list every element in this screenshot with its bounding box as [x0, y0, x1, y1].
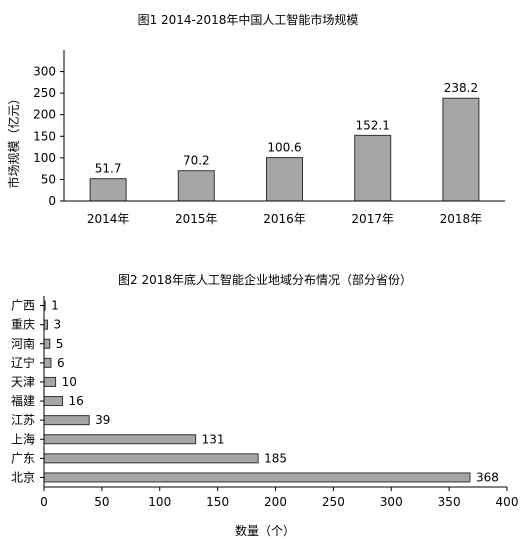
chart1-bar: [354, 134, 392, 202]
chart2-category-label: 广东: [11, 451, 35, 465]
chart2-category-label: 江苏: [11, 413, 35, 427]
chart2-value-label: 16: [69, 394, 84, 408]
chart2-category-label: 辽宁: [11, 355, 35, 370]
chart2-category-label: 广西: [11, 299, 35, 313]
chart1-bar: [89, 178, 127, 202]
chart1-title: 图1 2014-2018年中国人工智能市场规模: [138, 12, 359, 27]
chart1-y-tick-label: 200: [33, 108, 56, 122]
chart2-x-tick-label: 400: [496, 495, 519, 509]
chart1-x-tick-label: 2014年: [87, 212, 130, 226]
chart2-value-label: 185: [264, 451, 287, 465]
chart1-y-tick-label: 50: [41, 172, 56, 186]
chart1-value-label: 51.7: [95, 162, 122, 176]
chart1-y-tick-label: 150: [33, 129, 56, 143]
chart2-bar: [43, 357, 52, 368]
chart2-category-label: 福建: [11, 393, 35, 408]
chart1-bar: [177, 170, 215, 202]
chart2-title: 图2 2018年底人工智能企业地域分布情况（部分省份）: [118, 272, 412, 287]
chart2-bar: [43, 472, 471, 483]
chart2-value-label: 6: [57, 356, 65, 370]
chart2-value-label: 1: [51, 299, 59, 313]
enterprise-distribution-chart: 图2 2018年底人工智能企业地域分布情况（部分省份） 1 3 5 6 10 16 39 13…: [11, 272, 518, 538]
chart2-category-label: 天津: [11, 375, 35, 389]
chart2-category-label: 重庆: [11, 318, 35, 332]
chart2-x-tick-label: 150: [206, 495, 229, 509]
chart1-y-tick-label: 0: [48, 194, 56, 208]
chart2-bar: [43, 338, 51, 349]
chart2-value-label: 5: [56, 337, 64, 351]
chart1-y-axis-label: 市场规模（亿元）: [6, 92, 21, 188]
chart1-bar: [442, 97, 480, 202]
chart2-bar: [43, 396, 64, 407]
chart2-value-label: 368: [476, 470, 499, 484]
chart2-value-label: 10: [62, 375, 77, 389]
chart1-x-tick-label: 2016年: [263, 212, 306, 226]
chart1-x-tick-label: 2015年: [175, 212, 218, 226]
chart1-value-label: 238.2: [444, 81, 478, 95]
chart1-value-label: 70.2: [183, 154, 210, 168]
chart2-x-axis-label: 数量（个）: [235, 523, 295, 538]
chart2-category-label: 上海: [11, 431, 35, 446]
chart2-x-tick-label: 350: [438, 495, 461, 509]
chart2-bar: [43, 434, 197, 445]
chart1-y-tick-label: 100: [33, 151, 56, 165]
chart2-bar: [43, 453, 259, 464]
chart2-value-label: 131: [202, 432, 225, 446]
chart2-bar: [43, 376, 57, 387]
chart2-x-tick-label: 200: [264, 495, 287, 509]
chart2-category-label: 北京: [11, 470, 35, 484]
chart1-y-tick-label: 250: [33, 86, 56, 100]
chart2-value-label: 3: [53, 318, 61, 332]
chart1-x-tick-label: 2018年: [440, 212, 483, 226]
chart2-value-label: 39: [95, 413, 110, 427]
chart1-value-label: 152.1: [356, 118, 390, 132]
chart2-bar: [43, 415, 90, 426]
chart1-value-label: 100.6: [267, 141, 301, 155]
chart1-x-tick-label: 2017年: [351, 212, 394, 226]
chart2-bar: [43, 319, 48, 330]
chart2-x-tick-label: 0: [40, 495, 48, 509]
chart2-category-label: 河南: [11, 336, 35, 351]
chart2-x-tick-label: 50: [94, 495, 109, 509]
chart1-bar: [266, 157, 303, 202]
chart2-x-tick-label: 250: [322, 495, 345, 509]
chart2-x-tick-label: 100: [148, 495, 171, 509]
chart1-y-tick-label: 300: [33, 65, 56, 79]
market-size-chart: 图1 2014-2018年中国人工智能市场规模 市场规模（亿元） 51.7 70.…: [6, 12, 505, 226]
chart2-x-tick-label: 300: [380, 495, 403, 509]
